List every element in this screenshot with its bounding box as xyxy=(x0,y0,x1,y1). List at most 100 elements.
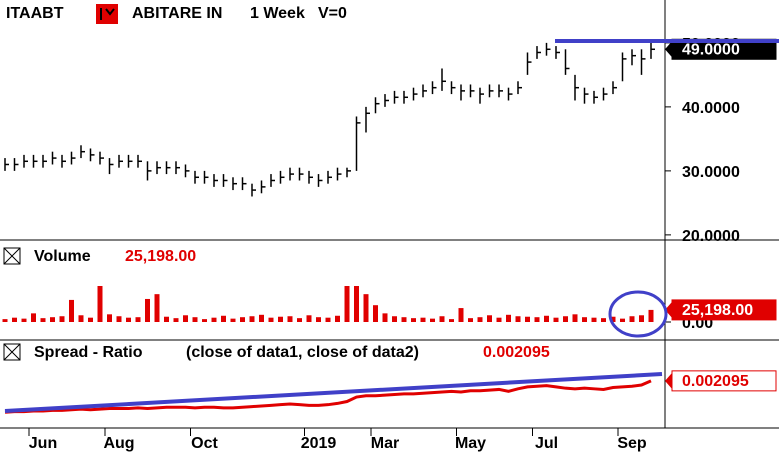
volume-bar xyxy=(620,318,625,322)
y-tick-label: 30.0000 xyxy=(682,164,740,181)
volume-bar xyxy=(69,299,74,322)
volume-bar xyxy=(230,318,236,322)
volume-bar xyxy=(107,314,112,322)
volume-bar xyxy=(591,317,597,322)
volume-bar xyxy=(135,317,141,322)
volume-bar xyxy=(183,315,188,322)
volume-bar xyxy=(50,317,55,322)
volume-bar xyxy=(487,315,492,322)
volume-flag: V=0 xyxy=(318,5,347,22)
volume-bar xyxy=(506,314,511,322)
volume-bar xyxy=(173,318,179,322)
trend-line xyxy=(4,372,663,413)
volume-bar xyxy=(202,319,207,322)
volume-bar xyxy=(468,318,473,322)
volume-bar xyxy=(211,317,217,322)
close-icon[interactable] xyxy=(3,343,21,361)
panel-title: Volume xyxy=(34,248,91,265)
volume-bar xyxy=(297,318,302,322)
volume-bar xyxy=(259,314,264,322)
x-tick-label: Sep xyxy=(617,435,647,452)
volume-bar xyxy=(477,317,483,322)
volume-bar xyxy=(629,316,635,322)
volume-bar xyxy=(21,318,27,322)
volume-bar xyxy=(401,317,407,322)
volume-bar xyxy=(335,315,340,322)
volume-bar xyxy=(316,317,321,322)
volume-bar xyxy=(2,319,8,322)
symbol-icon[interactable] xyxy=(96,4,118,24)
x-tick-label: 2019 xyxy=(301,435,337,452)
volume-bar xyxy=(572,314,578,322)
value-box-label: 49.0000 xyxy=(682,41,740,58)
panel-value: 0.002095 xyxy=(483,344,550,361)
panel-title: Spread - Ratio xyxy=(34,344,143,361)
value-box-label: 25,198.00 xyxy=(682,302,753,319)
volume-bar xyxy=(249,316,255,322)
volume-bar xyxy=(78,315,84,322)
volume-bar xyxy=(344,286,350,322)
volume-bar xyxy=(534,317,540,322)
volume-bar xyxy=(145,298,150,322)
x-tick-label: Oct xyxy=(191,435,218,452)
highlight-circle xyxy=(608,290,668,338)
volume-bar xyxy=(31,313,36,322)
volume-bar xyxy=(601,318,606,322)
volume-bar xyxy=(221,315,226,322)
volume-bar xyxy=(268,317,274,322)
volume-bar xyxy=(458,308,464,322)
volume-bar xyxy=(325,317,331,322)
volume-bar xyxy=(126,317,131,322)
volume-bar xyxy=(449,319,454,322)
volume-bar xyxy=(515,316,521,322)
volume-bar xyxy=(430,318,435,322)
volume-bar xyxy=(59,316,65,322)
volume-bar xyxy=(648,309,654,322)
volume-bar xyxy=(164,316,169,322)
volume-bar xyxy=(610,316,616,322)
symbol: ITAABT xyxy=(6,5,64,22)
panel-value: 25,198.00 xyxy=(125,248,196,265)
value-box-pointer xyxy=(665,301,672,318)
volume-bar xyxy=(439,316,445,322)
volume-bar xyxy=(373,305,378,322)
volume-bar xyxy=(411,318,416,322)
volume-bar xyxy=(278,316,283,322)
value-box-pointer xyxy=(665,41,672,58)
volume-bar xyxy=(97,286,103,322)
spread-line xyxy=(4,379,652,414)
x-tick-label: Jun xyxy=(29,435,57,452)
volume-bar xyxy=(240,317,245,322)
volume-bar xyxy=(354,286,359,322)
volume-bar xyxy=(12,317,17,322)
interval: 1 Week xyxy=(250,5,305,22)
x-tick-label: Aug xyxy=(103,435,134,452)
volume-bar xyxy=(116,316,122,322)
volume-bar xyxy=(420,317,426,322)
volume-bar xyxy=(306,315,312,322)
volume-bar xyxy=(363,294,369,322)
value-box-label: 0.002095 xyxy=(682,373,749,390)
volume-bar xyxy=(392,316,397,322)
volume-bar xyxy=(192,317,198,322)
close-icon[interactable] xyxy=(3,247,21,265)
x-tick-label: May xyxy=(455,435,486,452)
x-tick-label: Jul xyxy=(535,435,558,452)
value-box-pointer xyxy=(665,372,672,389)
panel-subtitle: (close of data1, close of data2) xyxy=(186,344,419,361)
volume-bar xyxy=(496,317,502,322)
volume-bar xyxy=(154,294,160,322)
y-tick-label: 20.0000 xyxy=(682,228,740,245)
symbol-icon-glyph xyxy=(100,8,115,20)
y-tick-label: 40.0000 xyxy=(682,100,740,117)
symbol-name: ABITARE IN xyxy=(132,5,222,22)
volume-bar xyxy=(40,318,46,322)
volume-bar xyxy=(553,317,559,322)
volume-bar xyxy=(525,316,530,322)
volume-bar xyxy=(563,316,568,322)
x-tick-label: Mar xyxy=(371,435,399,452)
volume-bar xyxy=(582,317,587,322)
volume-bar xyxy=(382,313,388,322)
volume-bar xyxy=(287,316,293,322)
